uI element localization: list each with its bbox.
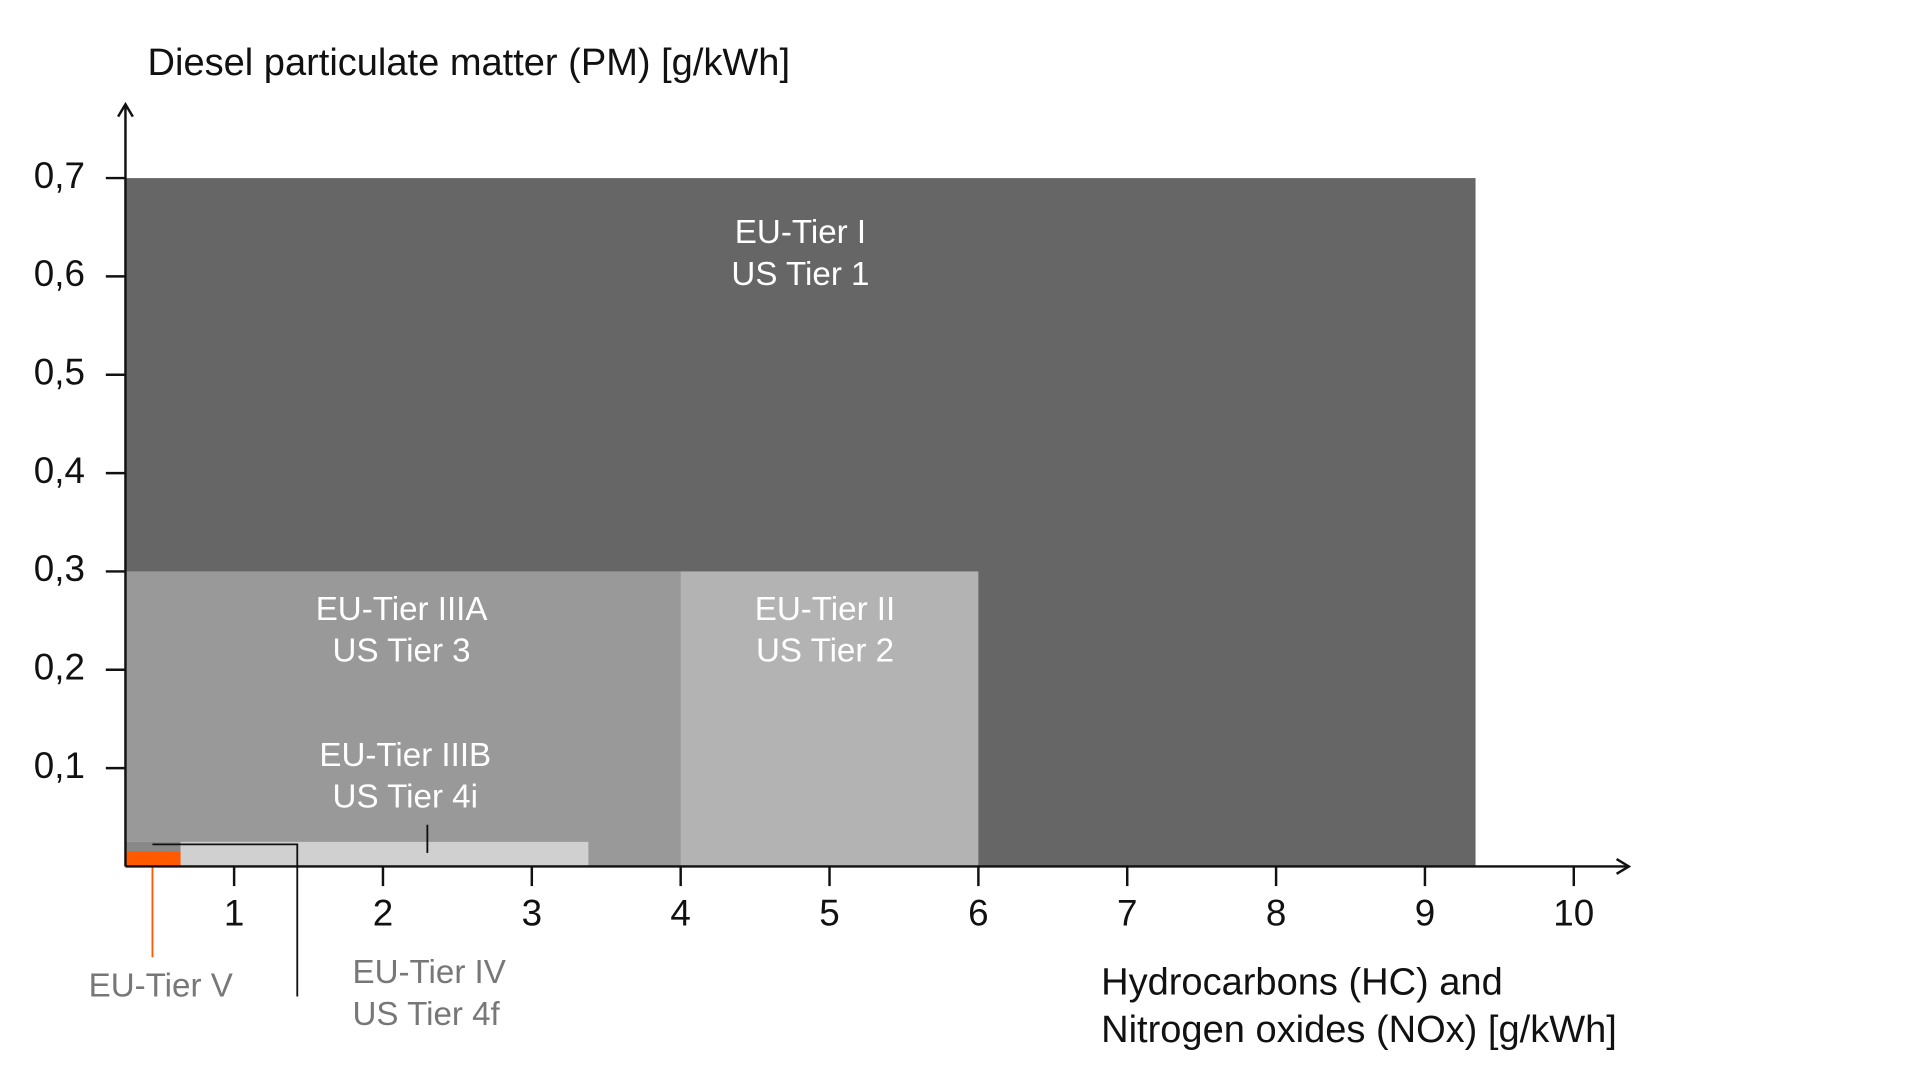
area-label: US Tier 3 bbox=[333, 633, 471, 670]
y-tick-label: 0,3 bbox=[34, 548, 85, 589]
y-tick-label: 0,4 bbox=[34, 450, 85, 491]
y-tick-label: 0,6 bbox=[34, 253, 85, 294]
area-label: US Tier 2 bbox=[756, 633, 894, 670]
y-tick-label: 0,7 bbox=[34, 155, 85, 196]
y-axis-title: Diesel particulate matter (PM) [g/kWh] bbox=[148, 42, 790, 84]
x-tick-label: 1 bbox=[224, 892, 244, 933]
x-axis-arrow bbox=[1615, 858, 1632, 875]
x-tick-label: 9 bbox=[1415, 892, 1435, 933]
area-label: EU-Tier IV bbox=[353, 954, 506, 991]
x-tick-label: 3 bbox=[522, 892, 542, 933]
limit-area bbox=[125, 571, 681, 867]
area-label: EU-Tier IIIA bbox=[316, 591, 489, 628]
area-label: EU-Tier V bbox=[89, 968, 233, 1005]
area-label: US Tier 1 bbox=[731, 256, 869, 293]
x-axis-title: Nitrogen oxides (NOx) [g/kWh] bbox=[1101, 1009, 1617, 1051]
limit-area bbox=[125, 841, 589, 867]
y-tick-label: 0,5 bbox=[34, 351, 85, 392]
callout-line bbox=[152, 843, 299, 997]
area-label: US Tier 4f bbox=[353, 996, 501, 1033]
x-tick-label: 2 bbox=[373, 892, 393, 933]
area-label: EU-Tier IIIB bbox=[319, 737, 491, 774]
area-label: EU-Tier I bbox=[735, 214, 866, 251]
area-label: US Tier 4i bbox=[333, 779, 478, 816]
y-axis-arrow bbox=[117, 101, 134, 118]
limit-area bbox=[125, 851, 181, 867]
x-axis-title: Hydrocarbons (HC) and bbox=[1101, 961, 1503, 1003]
x-tick-label: 8 bbox=[1266, 892, 1286, 933]
y-tick-label: 0,1 bbox=[34, 745, 85, 786]
area-label: EU-Tier II bbox=[755, 591, 895, 628]
x-tick-label: 7 bbox=[1117, 892, 1137, 933]
x-tick-label: 10 bbox=[1553, 892, 1594, 933]
rect-layer bbox=[125, 178, 1476, 867]
x-tick-label: 6 bbox=[968, 892, 988, 933]
overlay-layer: EU-Tier I US Tier 1 EU-Tier II US Tier 2 EU-… bbox=[34, 101, 1632, 1033]
y-tick-label: 0,2 bbox=[34, 646, 85, 687]
x-tick-label: 5 bbox=[819, 892, 839, 933]
x-tick-label: 4 bbox=[670, 892, 690, 933]
